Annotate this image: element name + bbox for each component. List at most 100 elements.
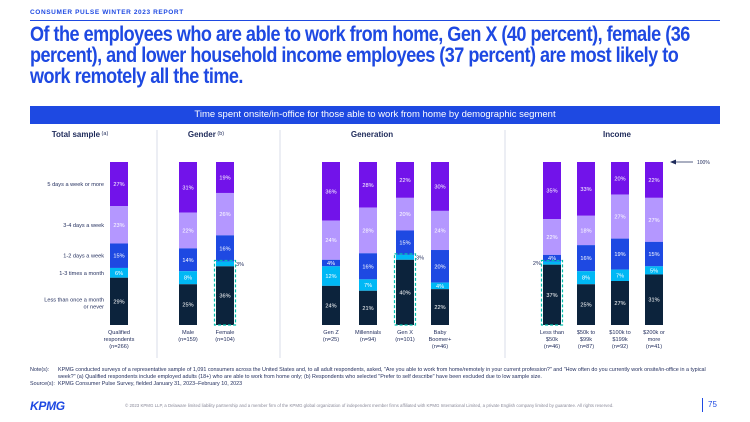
bar-value-label: 31% [648, 298, 659, 304]
bar-segment [322, 259, 340, 267]
category-label: $199k [612, 337, 627, 343]
category-label: (n=104) [215, 337, 235, 343]
bar-segment [611, 269, 629, 281]
bar-segment [645, 162, 663, 198]
bar-value-label: 23% [113, 223, 124, 229]
bar-value-label: 15% [113, 254, 124, 260]
bar-value-label: 37% [546, 293, 557, 299]
bar-segment [577, 245, 595, 272]
marker-100-label: 100% [697, 160, 710, 166]
bar-segment [322, 285, 340, 325]
bar-segment [611, 238, 629, 270]
category-label: $100k to [609, 330, 630, 336]
bar-segment [611, 194, 629, 239]
bar-segment [645, 266, 663, 275]
category-label: Gen Z [323, 330, 339, 336]
kpmg-logo: KPMG [30, 399, 65, 413]
bar-segment [110, 206, 128, 244]
bar-segment [543, 254, 561, 262]
top-divider [30, 20, 720, 21]
bar-segment [396, 162, 414, 198]
bar-value-label: 22% [182, 228, 193, 234]
bar-value-label: 36% [325, 189, 336, 195]
bar-segment [645, 241, 663, 267]
bar-value-label: 36% [219, 294, 230, 300]
bar-value-label: 24% [325, 238, 336, 244]
category-label: $200k or [643, 330, 665, 336]
bar-segment [577, 271, 595, 285]
bar-segment [543, 162, 561, 220]
bar-segment [322, 162, 340, 221]
bar-segment [179, 284, 197, 325]
category-label: $99k [580, 337, 592, 343]
bar-segment [359, 279, 377, 291]
bar-value-label: 4% [436, 284, 444, 290]
bar-value-label: 12% [325, 274, 336, 280]
category-label: (n=92) [612, 344, 628, 350]
bar-value-label: 20% [614, 176, 625, 182]
bar-segment [359, 162, 377, 208]
category-label: Qualified [108, 330, 130, 336]
bar-segment [645, 274, 663, 325]
bar-segment [179, 162, 197, 213]
category-label: Baby [434, 330, 447, 336]
page-number-divider [702, 398, 703, 412]
bar-value-label: 27% [614, 301, 625, 307]
bar-segment [431, 250, 449, 283]
bar-segment [611, 162, 629, 195]
row-label-4-b: or never [83, 304, 104, 310]
bar-segment [216, 235, 234, 262]
bar-segment [431, 289, 449, 325]
bar-segment [179, 248, 197, 272]
chart-title: Time spent onsite/in-office for those ab… [30, 106, 720, 124]
category-label: Gen X [397, 330, 413, 336]
marker-100-arrowhead [670, 159, 676, 165]
bar-segment [611, 280, 629, 325]
legal-text: © 2023 KPMG LLP, a Delaware limited liab… [125, 403, 614, 408]
bar-value-label: 26% [219, 212, 230, 218]
category-label: (n=46) [544, 344, 560, 350]
outside-value-label: 3% [416, 255, 424, 261]
bar-segment [322, 220, 340, 260]
page-headline: Of the employees who are able to work fr… [30, 23, 690, 88]
bar-value-label: 15% [399, 241, 410, 247]
category-label: (n=159) [178, 337, 198, 343]
bar-value-label: 4% [327, 261, 335, 267]
bar-value-label: 29% [113, 299, 124, 305]
bar-segment [543, 219, 561, 255]
category-label: (n=94) [360, 337, 376, 343]
bar-segment [396, 230, 414, 255]
outside-value-label: 3% [236, 262, 244, 268]
bar-value-label: 30% [434, 184, 445, 190]
bar-segment [431, 210, 449, 251]
bar-segment [396, 254, 414, 260]
bar-segment [110, 162, 128, 207]
bar-value-label: 19% [219, 175, 230, 181]
row-label-1: 3-4 days a week [63, 223, 104, 229]
group-header-3: Income [603, 130, 632, 139]
footnotes: Note(s): KPMG conducted surveys of a rep… [30, 367, 720, 388]
bar-value-label: 35% [546, 189, 557, 195]
bar-segment [216, 162, 234, 193]
row-label-3: 1-3 times a month [59, 271, 104, 277]
source-label: Source(s): [30, 381, 55, 387]
bar-value-label: 40% [399, 290, 410, 296]
bar-value-label: 7% [616, 273, 624, 279]
category-label: (n=25) [323, 337, 339, 343]
category-label: (n=41) [646, 344, 662, 350]
bar-value-label: 33% [580, 187, 591, 193]
bar-value-label: 7% [364, 283, 372, 289]
report-label: CONSUMER PULSE WINTER 2023 REPORT [30, 9, 184, 16]
bar-value-label: 16% [362, 264, 373, 270]
group-header-0: Total sample (a) [52, 130, 109, 139]
bar-segment [110, 267, 128, 278]
bar-value-label: 28% [362, 183, 373, 189]
category-label: Boomer+ [429, 337, 452, 343]
category-label: respondents [104, 337, 135, 343]
bar-segment [577, 284, 595, 325]
row-label-0: 5 days a week or more [47, 182, 104, 188]
category-label: Male [182, 330, 194, 336]
note-text: KPMG conducted surveys of a representati… [58, 367, 706, 380]
category-label: $50k [546, 337, 558, 343]
bar-value-label: 8% [582, 276, 590, 282]
